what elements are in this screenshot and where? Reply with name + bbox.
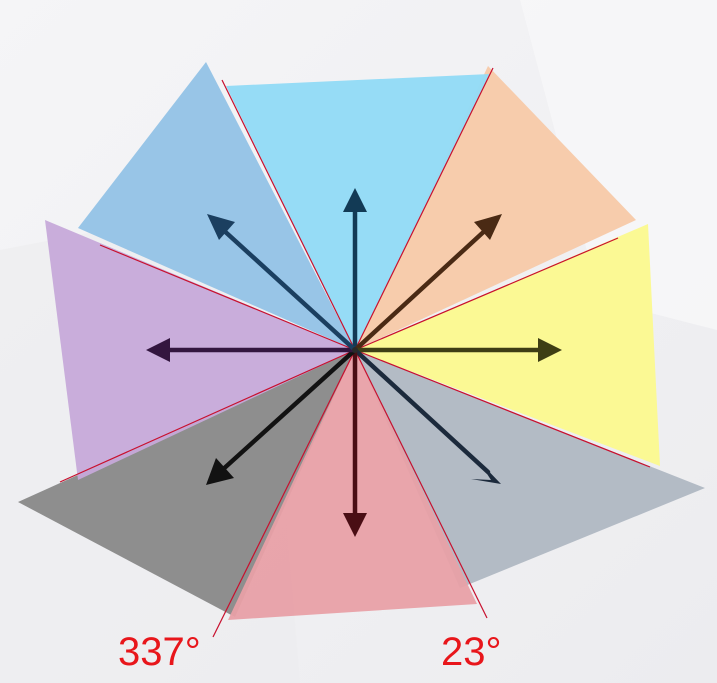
angle-label-337: 337°: [118, 630, 201, 674]
guide-line-23: [354, 349, 488, 619]
sector-east: [355, 224, 660, 466]
guide-line-wsw: [59, 349, 356, 483]
guide-line-337: [212, 349, 356, 638]
guide-line-nne: [354, 67, 494, 351]
direction-arrows: [146, 188, 562, 537]
center-point: [352, 347, 358, 353]
sector-south: [228, 350, 477, 620]
guide-line-ene: [354, 237, 619, 351]
guide-lines: [59, 67, 651, 638]
arrow-north: [343, 188, 367, 353]
arrow-west: [146, 338, 358, 362]
angle-label-23: 23°: [441, 630, 502, 674]
guide-line-nnw: [221, 79, 356, 351]
arrow-northwest: [207, 214, 358, 353]
arrow-northeast: [352, 214, 502, 353]
arrow-south: [343, 347, 367, 537]
arrow-east: [352, 338, 562, 362]
arrow-southwest: [206, 347, 358, 485]
guide-line-ese: [354, 349, 651, 468]
background-facet: [520, 0, 717, 330]
sector-northwest: [78, 62, 355, 350]
sector-northeast: [355, 66, 636, 350]
guide-line-wnw: [99, 244, 356, 351]
arrow-southeast: [352, 347, 501, 484]
sector-southwest: [18, 350, 355, 617]
